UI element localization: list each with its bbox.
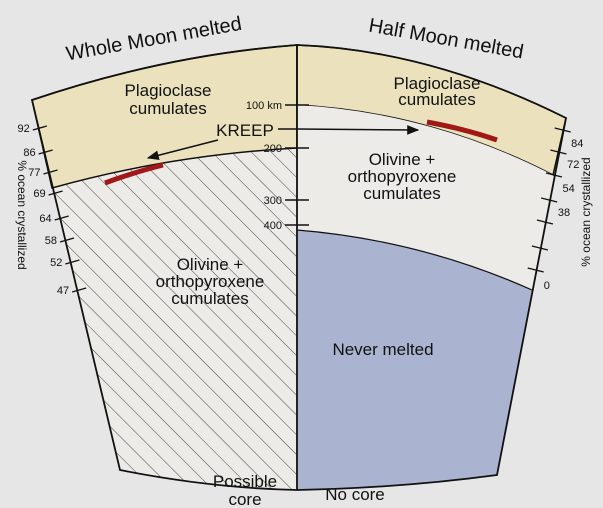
kreep-label: KREEP	[216, 121, 274, 140]
right-scale-label: 38	[558, 207, 570, 219]
right-tick	[550, 149, 567, 155]
left-scale-label: 92	[18, 123, 30, 135]
depth-label: 100 km	[246, 100, 282, 112]
label: orthopyroxene	[156, 272, 265, 291]
left-tick	[59, 237, 75, 243]
left-tick	[38, 149, 53, 155]
left-tick	[54, 215, 69, 221]
label: Plagioclase	[394, 74, 481, 93]
arrow-left	[146, 139, 219, 160]
left-scale-label: 86	[23, 147, 35, 159]
label: core	[228, 490, 261, 508]
no-core-label: No core	[325, 485, 385, 504]
right-tick	[554, 127, 571, 133]
left-tick	[32, 125, 47, 131]
depth-label: 300	[264, 195, 282, 207]
kreep-left	[104, 162, 164, 186]
right-scale-label: 84	[571, 138, 583, 150]
never-label: Never melted	[332, 340, 433, 359]
left-scale-label: 64	[39, 213, 51, 225]
right-scale-title: % ocean crystallized	[579, 157, 593, 266]
label: Possible	[213, 472, 277, 491]
left-scale-label: 77	[28, 167, 40, 179]
label: Olivine +	[177, 255, 244, 274]
label: Plagioclase	[125, 81, 212, 100]
right-scale-label: 0	[544, 280, 550, 292]
right-tick	[531, 245, 549, 251]
label: cumulates	[363, 184, 440, 203]
hatch	[52, 148, 297, 490]
boundary	[296, 229, 533, 291]
right-tick	[545, 172, 563, 178]
left-scale-title: % ocean crystallized	[15, 160, 29, 269]
label: orthopyroxene	[348, 167, 457, 186]
outline	[30, 44, 568, 491]
right-tick	[541, 197, 558, 203]
kreep-right	[426, 119, 498, 143]
right-tick	[527, 267, 544, 273]
right-scale-label: 54	[562, 183, 574, 195]
label: cumulates	[171, 289, 248, 308]
right-tick	[536, 219, 554, 225]
left-scale-label: 52	[50, 257, 62, 269]
left-tick	[71, 287, 87, 293]
left-tick	[48, 190, 63, 196]
label: Olivine +	[369, 150, 436, 169]
left-scale-label: 58	[45, 235, 57, 247]
label: cumulates	[398, 90, 475, 109]
arrow-right	[296, 125, 420, 135]
olivine-right	[297, 105, 553, 290]
left-tick	[65, 259, 80, 265]
left-tick	[43, 169, 58, 175]
never-melted	[297, 230, 532, 490]
left-scale-label: 69	[33, 188, 45, 200]
label: cumulates	[129, 99, 206, 118]
right-scale-label: 72	[567, 159, 579, 171]
depth-label: 400	[264, 220, 282, 232]
depth-label: 200	[264, 143, 282, 155]
left-scale-label: 47	[57, 285, 69, 297]
